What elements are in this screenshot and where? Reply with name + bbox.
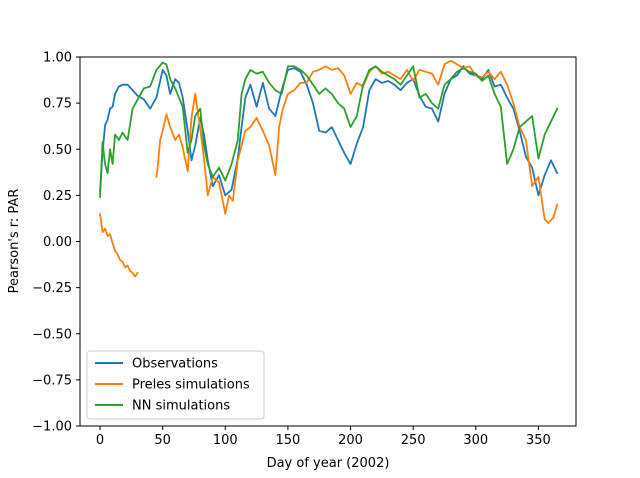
series-layer bbox=[99, 59, 559, 278]
x-tick-label: 250 bbox=[401, 433, 426, 448]
legend-label: Preles simulations bbox=[132, 378, 250, 393]
legend-box bbox=[86, 350, 265, 420]
x-tick-label: 300 bbox=[463, 433, 488, 448]
x-tick-label: 100 bbox=[213, 433, 238, 448]
y-tick-label: 0.25 bbox=[43, 189, 72, 204]
y-tick-label: 0.00 bbox=[43, 235, 72, 250]
legend-label: Observations bbox=[132, 357, 218, 372]
x-tick-label: 350 bbox=[526, 433, 551, 448]
series-line-1 bbox=[99, 59, 559, 278]
x-tick-label: 50 bbox=[154, 433, 171, 448]
x-axis-label: Day of year (2002) bbox=[267, 456, 390, 471]
series-line-2 bbox=[99, 61, 559, 199]
x-tick-label: 150 bbox=[276, 433, 301, 448]
y-tick-label: −0.50 bbox=[32, 327, 72, 342]
legend-label: NN simulations bbox=[132, 399, 230, 414]
legend: Observations Preles simulations NN simulat… bbox=[86, 350, 265, 420]
x-ticks: 0 50 100 150 200 250 300 350 bbox=[96, 426, 551, 448]
y-axis-label: Pearson's r: PAR bbox=[7, 189, 22, 294]
plot-frame bbox=[79, 56, 577, 427]
x-tick-label: 0 bbox=[96, 433, 104, 448]
y-tick-label: 1.00 bbox=[43, 51, 72, 66]
y-tick-label: −0.75 bbox=[32, 373, 72, 388]
y-tick-label: −0.25 bbox=[32, 281, 72, 296]
y-tick-label: 0.75 bbox=[43, 97, 72, 112]
x-tick-label: 200 bbox=[338, 433, 363, 448]
y-tick-label: 0.50 bbox=[43, 143, 72, 158]
y-tick-label: −1.00 bbox=[32, 420, 72, 435]
y-ticks: −1.00 −0.75 −0.50 −0.25 0.00 0.25 0.50 0.75 1.00 bbox=[32, 51, 80, 435]
series-line-0 bbox=[99, 65, 559, 197]
